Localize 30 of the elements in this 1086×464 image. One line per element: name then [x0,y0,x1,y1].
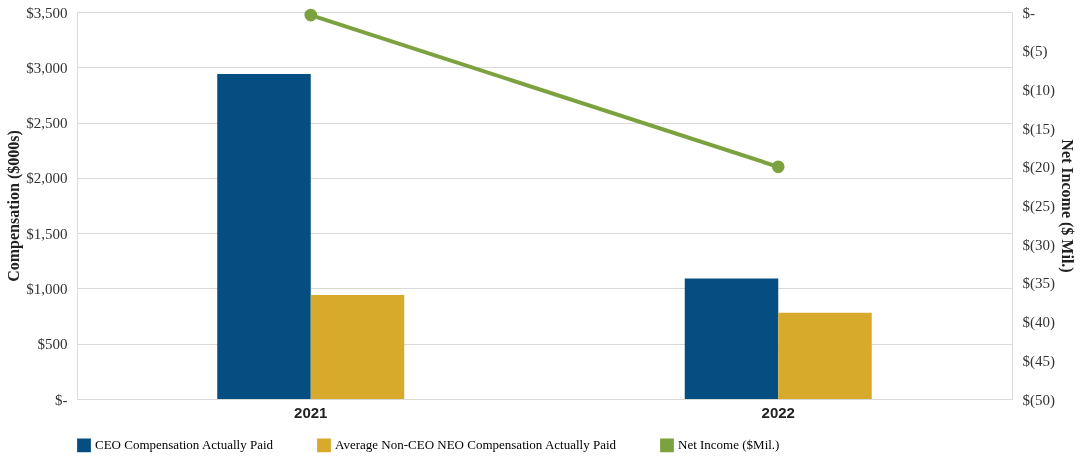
y2-tick-label: $(5) [1022,43,1048,61]
y-tick-label: $2,000 [26,170,68,187]
y2-tick-label: $- [1022,4,1035,21]
bar [684,278,779,399]
bar [778,312,872,399]
legend-label: Average Non-CEO NEO Compensation Actually Paid [335,437,617,453]
y2-tick-label: $(25) [1022,198,1055,215]
y-tick-label: $1,500 [26,225,68,242]
y-tick-label: $500 [37,336,68,353]
legend-label: CEO Compensation Actually Paid [95,437,274,453]
y-tick-label: $3,500 [26,4,68,21]
y-tick-label: $1,000 [26,280,68,297]
bar [310,295,405,399]
legend-label: Net Income ($Mil.) [678,437,780,453]
bar [217,73,311,399]
y2-tick-label: $(30) [1022,236,1055,254]
y2-tick-label: $(35) [1022,275,1055,293]
y-tick-label: $3,000 [26,59,68,76]
y2-tick-label: $(40) [1022,314,1055,332]
y-axis-title: Compensation ($000s) [5,130,24,282]
y-tick-label: $- [55,391,68,408]
y2-tick-label: $(45) [1022,352,1055,370]
x-tick-label: 2022 [761,403,795,421]
y2-axis-title: Net Income ($ Mil.) [1057,139,1076,273]
y-tick-label: $2,500 [26,115,68,132]
y2-tick-label: $(10) [1022,81,1055,99]
y2-tick-label: $(20) [1022,159,1055,177]
x-tick-label: 2021 [294,403,328,421]
y2-tick-label: $(50) [1022,391,1055,409]
y2-tick-label: $(15) [1022,120,1055,138]
